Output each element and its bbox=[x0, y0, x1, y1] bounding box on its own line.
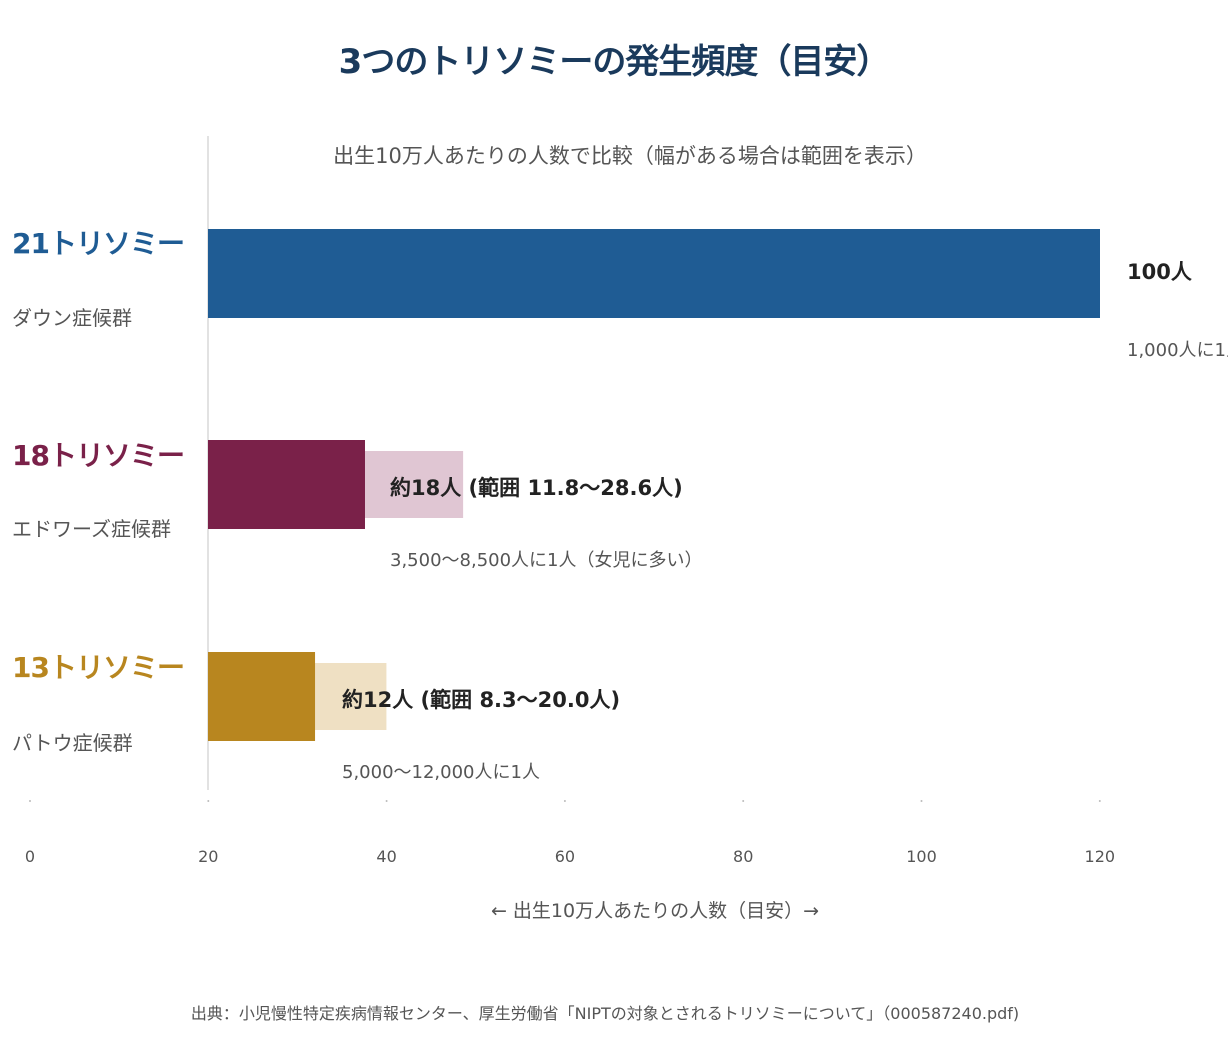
x-tick-label: 120 bbox=[1085, 847, 1116, 866]
x-tick-label: 60 bbox=[555, 847, 575, 866]
x-tick-mark bbox=[385, 800, 388, 802]
source-note: 出典：小児慢性特定疾病情報センター、厚生労働省「NIPTの対象とされるトリソミー… bbox=[190, 1004, 1020, 1023]
bar-t21 bbox=[208, 229, 1100, 318]
bar-label-t21: 100人 bbox=[1127, 260, 1192, 284]
x-tick-mark bbox=[29, 800, 31, 802]
chart-title: 3つのトリソミーの発生頻度（目安） bbox=[338, 42, 891, 82]
x-tick-label: 20 bbox=[198, 847, 218, 866]
bar-t18 bbox=[208, 440, 365, 529]
x-tick-mark bbox=[1098, 800, 1101, 802]
category-sublabel-t13: パトウ症候群 bbox=[12, 731, 133, 755]
x-tick-mark bbox=[742, 800, 745, 802]
x-tick-label: 0 bbox=[25, 847, 35, 866]
x-tick-label: 80 bbox=[733, 847, 753, 866]
category-label-t21: 21トリソミー bbox=[12, 227, 185, 260]
category-sublabel-t18: エドワーズ症候群 bbox=[12, 517, 171, 541]
bar-sublabel-t13: 5,000〜12,000人に1人 bbox=[342, 762, 540, 783]
bar-sublabel-t18: 3,500〜8,500人に1人（女児に多い） bbox=[390, 550, 703, 571]
x-tick-label: 100 bbox=[906, 847, 937, 866]
bar-sublabel-t21: 1,000人に1人 bbox=[1127, 340, 1228, 361]
category-sublabel-t21: ダウン症候群 bbox=[12, 306, 132, 330]
x-tick-label: 40 bbox=[376, 847, 396, 866]
x-tick-mark bbox=[920, 800, 923, 802]
category-label-t18: 18トリソミー bbox=[12, 439, 185, 472]
x-tick-mark bbox=[563, 800, 566, 802]
category-label-t13: 13トリソミー bbox=[12, 651, 185, 684]
bar-label-t13: 約12人 (範囲 8.3〜20.0人) bbox=[342, 688, 621, 712]
bar-t13 bbox=[208, 652, 316, 741]
x-axis-title: ← 出生10万人あたりの人数（目安）→ bbox=[490, 900, 820, 922]
bar-label-t18: 約18人 (範囲 11.8〜28.6人) bbox=[390, 476, 683, 500]
chart-subtitle: 出生10万人あたりの人数で比較（幅がある場合は範囲を表示） bbox=[333, 144, 927, 168]
x-tick-mark bbox=[207, 800, 210, 802]
